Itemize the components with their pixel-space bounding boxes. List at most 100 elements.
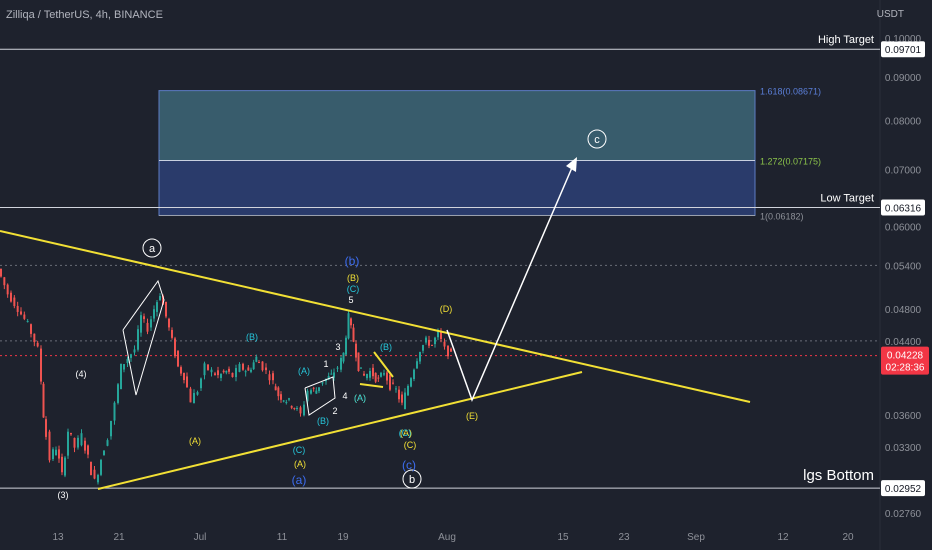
y-tick-label: 0.04800 [885,305,922,316]
candle-body [183,372,185,381]
candle-body [425,337,427,343]
candle-body [318,387,320,392]
candle-body [268,374,271,381]
wedge-outline-b [304,376,336,416]
y-tick-label: 0.04400 [885,337,922,348]
wave-label: 3 [335,342,340,352]
wave-label: (E) [466,411,478,421]
wave-label: (a) [292,473,307,487]
y-tick-label: 0.02760 [885,509,922,520]
candle-body [58,449,60,459]
candle-body [413,369,415,380]
candle-body [383,373,385,375]
candle-body [113,402,116,421]
candle-body [321,382,324,384]
candle-body [36,342,39,347]
wave-b-trend [373,351,394,378]
projection-path [446,162,575,403]
candle-body [274,386,277,391]
wave-label: (B) [380,342,392,352]
candle-body [193,393,195,404]
candle-body [165,301,167,317]
candle-body [106,440,109,446]
target-tag-value: 0.02952 [885,484,922,495]
candle-body [133,349,136,353]
candle-body [374,372,377,382]
candle-body [171,329,173,338]
wave-label: c [594,134,600,146]
candle-body [357,352,360,371]
wave-label: (D) [440,304,453,314]
x-tick-label: 11 [277,532,288,543]
candle-body [200,378,202,389]
candle-body [67,431,69,456]
wave-label: (C) [293,445,306,455]
candle-body [352,327,355,342]
candle-body [392,382,394,384]
y-tick-label: 0.10000 [885,34,922,45]
candle-body [23,314,26,319]
target-tag-value: 0.09701 [885,45,922,56]
wave-label: (A) [298,366,310,376]
wave-label: (C) [399,428,412,438]
candle-body [6,284,9,295]
candle-body [87,445,89,455]
target-label: lgs Bottom [803,467,874,484]
candle-body [447,345,449,357]
candle-body [45,419,47,437]
candle-body [250,369,252,372]
wave-label: (b) [345,254,360,268]
price-tag-countdown: 02:28:36 [886,363,925,374]
candle-body [126,359,129,363]
x-tick-label: 21 [113,532,125,543]
candle-body [186,376,188,388]
candle-body [431,344,433,346]
candle-body [440,332,442,340]
candle-body [150,319,152,328]
candle-body [203,363,206,376]
target-label: High Target [818,34,874,46]
wave-label: (A) [354,393,366,403]
candle-body [386,372,388,381]
wave-label: (4) [76,369,87,379]
wave-label: 4 [342,391,347,401]
candle-body [398,389,400,400]
x-tick-label: 19 [337,532,349,543]
wave-label: 5 [348,295,353,305]
wave-label: (C) [404,440,417,450]
candle-body [40,348,42,382]
target-tag-box [881,480,925,497]
candle-body [64,457,66,476]
candle-body [419,352,421,362]
y-tick-label: 0.03300 [885,443,922,454]
target-tag-box [881,41,925,58]
candle-body [410,378,412,387]
x-tick-label: 13 [52,532,64,543]
candle-body [280,394,282,400]
candle-body [3,277,6,286]
candle-body [70,432,72,435]
candle-body [73,437,76,448]
candle-body [222,370,225,373]
candle-body [20,311,22,315]
fib-label: 1.272(0.07175) [760,156,821,166]
candle-body [55,449,57,456]
price-tag-value: 0.04228 [887,351,924,362]
wave-label: (B) [347,273,359,283]
y-tick-label: 0.08000 [885,116,922,127]
candle-body [48,431,51,461]
candle-body [137,329,139,350]
candle-body [207,364,209,370]
candle-body [16,305,19,312]
candle-body [189,388,192,403]
candle-body [242,363,244,370]
candle-body [80,433,83,446]
candle-body [140,315,142,333]
y-tick-label: 0.06000 [885,222,922,233]
candle-body [350,318,352,326]
candle-body [293,408,296,410]
candle-body [120,363,122,390]
target-tag-box [881,199,925,216]
candle-body [93,469,96,479]
